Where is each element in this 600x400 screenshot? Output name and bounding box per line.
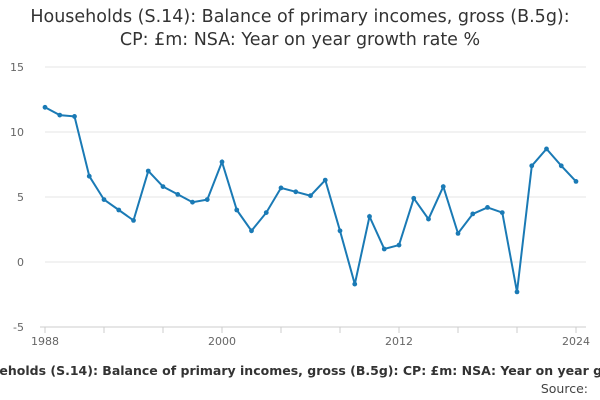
data-point [322, 177, 328, 183]
data-point [42, 104, 48, 110]
data-point [426, 216, 431, 222]
source-label: Source: [540, 381, 588, 396]
y-tick-label: -5 [13, 321, 24, 334]
series-line [44, 106, 577, 293]
chart-caption: Households (S.14): Balance of primary in… [0, 363, 600, 381]
caption-text: Households (S.14): Balance of primary in… [0, 363, 600, 378]
x-tick-label: 2012 [385, 335, 413, 348]
data-point [352, 281, 358, 287]
y-tick-label: 10 [10, 126, 24, 139]
data-point [72, 114, 77, 119]
data-point [101, 197, 107, 203]
data-point [234, 207, 240, 213]
chart-title: Households (S.14): Balance of primary in… [30, 7, 570, 50]
data-point [440, 184, 446, 190]
data-point [263, 210, 269, 216]
data-point [57, 112, 63, 118]
data-point [455, 231, 461, 236]
data-point [190, 199, 195, 205]
data-point [219, 159, 225, 165]
data-point [160, 184, 166, 190]
y-tick-label: 5 [17, 191, 24, 204]
data-point [411, 195, 417, 201]
data-point [293, 189, 299, 195]
data-point [529, 163, 535, 169]
data-point [544, 146, 549, 152]
data-point [308, 193, 313, 199]
data-point [470, 211, 476, 217]
data-point [499, 210, 505, 216]
data-point [204, 197, 210, 203]
line-chart: 15 10 5 0 -5 1988 2000 2012 2024 [10, 61, 590, 348]
data-point [367, 214, 372, 219]
x-tick-label: 1988 [31, 335, 59, 348]
data-point [396, 242, 402, 248]
data-point [116, 207, 122, 213]
x-tick-label: 2000 [208, 335, 236, 348]
data-point [573, 179, 579, 184]
data-point [514, 289, 520, 295]
data-point [381, 246, 387, 252]
data-point [337, 228, 343, 234]
x-tick-label: 2024 [562, 335, 590, 348]
data-point [558, 163, 564, 169]
data-point [131, 218, 136, 223]
data-point [485, 205, 490, 210]
data-point [145, 168, 151, 174]
y-tick-label: 0 [17, 256, 24, 269]
data-point [249, 228, 254, 234]
data-point [175, 192, 181, 197]
y-tick-label: 15 [10, 61, 24, 74]
data-point [86, 173, 92, 179]
data-point [278, 185, 284, 191]
